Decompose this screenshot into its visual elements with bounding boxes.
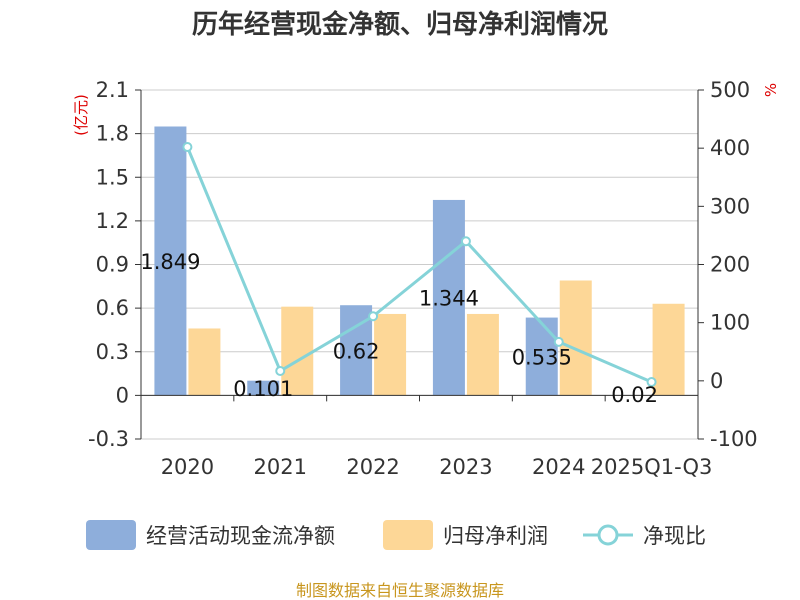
axis-layer: -0.3 0 0.3 0.6 0.9 1.2 1.5 1.8 2.1 -100 0 100 200 300… [88,78,758,479]
ratio-point-2022 [368,311,379,322]
bar-cashflow-2021 [247,380,280,396]
ratio-point-2025Q1-Q3 [646,376,657,387]
left-tick-label: 0 [116,383,129,407]
bar-cashflow-2020 [154,126,187,396]
right-tick-label: 200 [710,253,750,277]
ratio-point-2020 [182,142,193,153]
right-tick-label: 500 [710,78,750,102]
source-note: 制图数据来自恒生聚源数据库 [296,581,504,600]
left-tick-label: 2.1 [96,78,129,102]
right-tick-label: 100 [710,311,750,335]
bar-netprofit-2023 [466,313,499,396]
legend-swatch-ratio-marker [597,524,619,546]
x-tick-label: 2021 [254,455,307,479]
right-tick-label: 400 [710,136,750,160]
bar-netprofit-2021 [281,306,314,396]
left-tick-label: 1.8 [96,122,129,146]
legend-swatch-netprofit [383,520,433,550]
bar-cashflow-2023 [432,199,465,396]
legend-label-cashflow: 经营活动现金流净额 [146,524,335,548]
data-label: 0.101 [233,377,293,401]
bar-layer [154,126,685,396]
left-tick-label: -0.3 [88,427,129,451]
data-label: 1.849 [140,250,200,274]
right-axis-unit: % [762,83,780,97]
ratio-point-2023 [460,236,471,247]
legend-label-netprofit: 归母净利润 [443,524,548,548]
x-tick-label: 2020 [161,455,214,479]
legend-swatch-cashflow [86,520,136,550]
bar-cashflow-2024 [525,317,558,396]
ratio-point-2021 [275,365,286,376]
legend: 经营活动现金流净额 归母净利润 净现比 [86,520,706,550]
x-tick-label: 2023 [439,455,492,479]
label-layer: 1.849 0.101 0.62 1.344 0.535 0.02 [140,250,658,407]
right-tick-label: 300 [710,194,750,218]
bar-netprofit-2020 [188,328,221,396]
legend-label-ratio: 净现比 [643,524,706,548]
left-axis-unit: (亿元) [72,94,90,136]
right-tick-label: 0 [710,369,723,393]
left-tick-label: 1.5 [96,165,129,189]
ratio-line [186,146,653,384]
data-label: 0.535 [512,345,572,369]
data-label: 1.344 [419,287,479,311]
left-tick-label: 0.3 [96,340,129,364]
data-label: 0.02 [611,383,658,407]
line-layer [182,142,657,387]
x-tick-label: 2025Q1-Q3 [591,455,713,479]
x-tick-label: 2024 [532,455,585,479]
bar-netprofit-2025Q1-Q3 [652,303,685,396]
bar-netprofit-2022 [374,313,407,396]
bar-netprofit-2024 [559,280,592,396]
left-tick-label: 1.2 [96,209,129,233]
right-tick-label: -100 [710,427,758,451]
left-tick-label: 0.9 [96,253,129,277]
data-label: 0.62 [333,339,380,363]
x-tick-label: 2022 [346,455,399,479]
chart-title: 历年经营现金净额、归母净利润情况 [192,9,608,40]
ratio-point-2024 [553,336,564,347]
left-tick-label: 0.6 [96,296,129,320]
